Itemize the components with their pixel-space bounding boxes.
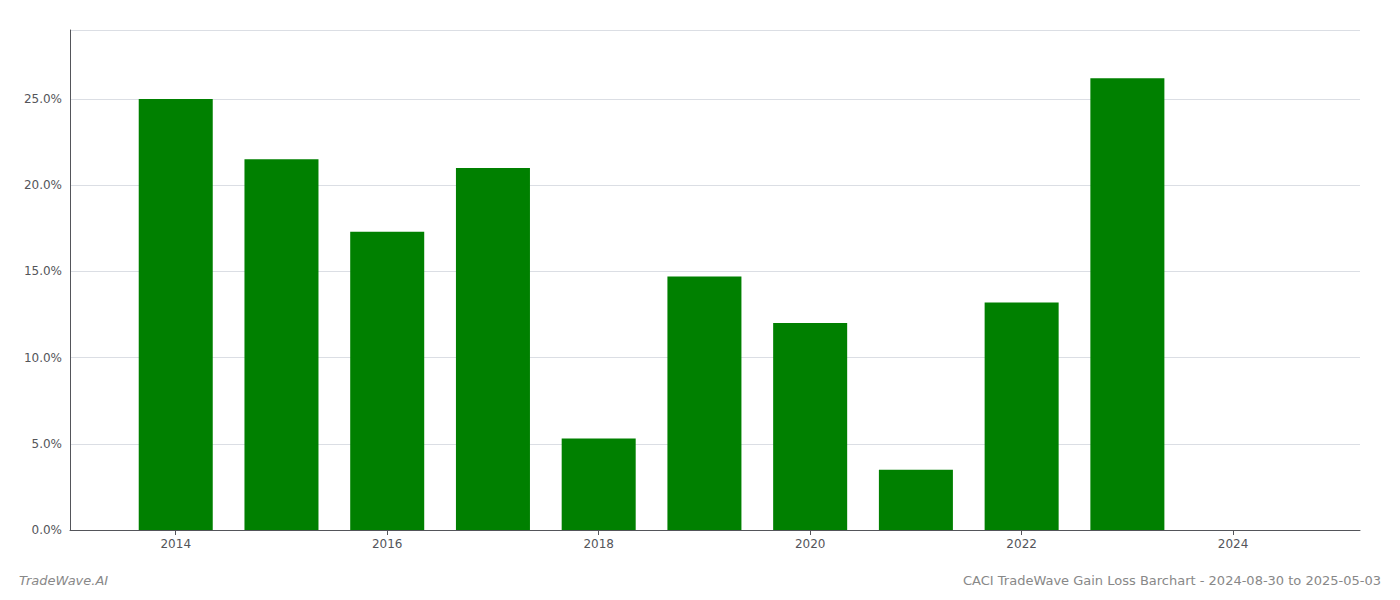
svg-text:25.0%: 25.0% bbox=[24, 92, 62, 106]
svg-text:2014: 2014 bbox=[160, 537, 191, 551]
svg-text:15.0%: 15.0% bbox=[24, 264, 62, 278]
svg-text:10.0%: 10.0% bbox=[24, 351, 62, 365]
svg-text:2022: 2022 bbox=[1006, 537, 1037, 551]
svg-text:2016: 2016 bbox=[372, 537, 403, 551]
svg-text:TradeWave.AI: TradeWave.AI bbox=[19, 573, 108, 588]
svg-text:0.0%: 0.0% bbox=[32, 523, 63, 537]
svg-text:20.0%: 20.0% bbox=[24, 178, 62, 192]
svg-text:2024: 2024 bbox=[1218, 537, 1249, 551]
svg-text:CACI TradeWave Gain Loss Barch: CACI TradeWave Gain Loss Barchart - 2024… bbox=[963, 573, 1381, 588]
svg-text:5.0%: 5.0% bbox=[32, 437, 63, 451]
svg-text:2018: 2018 bbox=[583, 537, 614, 551]
svg-text:2020: 2020 bbox=[795, 537, 826, 551]
